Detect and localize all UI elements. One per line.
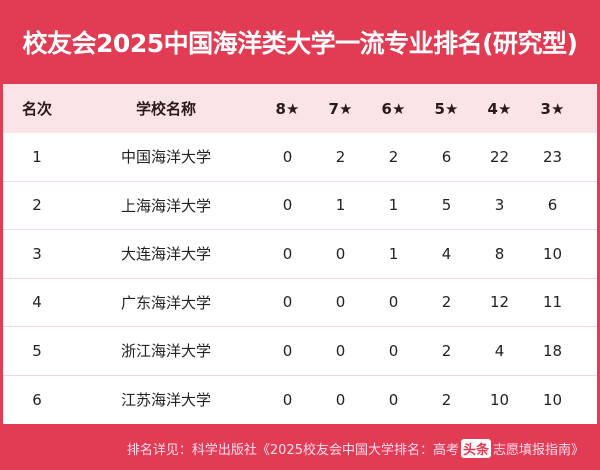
table-cell: 浙江海洋大学	[120, 342, 211, 361]
column-header: 3★	[540, 99, 565, 118]
table-cell: 0	[388, 293, 399, 312]
column-header: 名次	[21, 100, 52, 118]
table-cell: 0	[335, 244, 346, 263]
table-row: 2 上海海洋大学 0 1 1 5 3 6	[3, 182, 597, 230]
table-cell: 0	[282, 147, 293, 166]
column-header: 7★	[328, 99, 353, 118]
table-cell: 2	[441, 390, 452, 409]
table-cell: 6	[441, 147, 452, 166]
table-cell: 3	[494, 196, 505, 215]
table-cell: 0	[388, 390, 399, 409]
table-cell: 5	[32, 341, 42, 360]
footer-text: 排名详见：科学出版社《2025校友会中国大学排名：高考	[126, 442, 459, 458]
table-cell: 5	[441, 196, 452, 215]
table-cell: 大连海洋大学	[120, 245, 211, 264]
table-cell: 2	[441, 341, 452, 360]
footer-source: 排名详见：科学出版社《2025校友会中国大学排名：高考 头条 志愿填报指南》	[0, 426, 600, 470]
table-cell: 10	[542, 244, 563, 263]
table-cell: 4	[441, 244, 452, 263]
table-cell: 10	[489, 390, 510, 409]
table-cell: 6	[547, 196, 558, 215]
footer-text-tail: 志愿填报指南》	[492, 442, 584, 458]
column-header: 4★	[487, 99, 512, 118]
table-cell: 中国海洋大学	[120, 148, 211, 167]
column-header: 5★	[434, 99, 459, 118]
column-header: 8★	[275, 99, 300, 118]
table-cell: 0	[335, 390, 346, 409]
table-cell: 3	[32, 244, 42, 263]
table-cell: 0	[282, 341, 293, 360]
table-cell: 1	[388, 196, 399, 215]
table-cell: 8	[494, 244, 505, 263]
table-cell: 0	[282, 390, 293, 409]
table-header: 名次 学校名称 8★ 7★ 6★ 5★ 4★ 3★	[3, 84, 597, 133]
table-cell: 0	[335, 293, 346, 312]
column-header: 6★	[381, 99, 406, 118]
table-row: 3 大连海洋大学 0 0 1 4 8 10	[3, 230, 597, 279]
table-cell: 22	[489, 147, 510, 166]
table-cell: 1	[388, 244, 399, 263]
table-cell: 0	[282, 293, 293, 312]
table-cell: 6	[32, 390, 42, 409]
table-cell: 0	[282, 196, 293, 215]
table-cell: 12	[489, 293, 510, 312]
page-title: 校友会2025中国海洋类大学一流专业排名(研究型)	[22, 29, 578, 58]
watermark-logo: 头条	[460, 438, 491, 458]
table-cell: 4	[494, 341, 505, 360]
table-cell: 4	[32, 293, 42, 312]
table-cell: 2	[441, 293, 452, 312]
ranking-table: 名次 学校名称 8★ 7★ 6★ 5★ 4★ 3★ 1 中国海洋大学 0 2 2 6 22 23 2 上海海洋大…	[3, 84, 597, 424]
table-cell: 2	[32, 196, 42, 215]
table-row: 6 江苏海洋大学 0 0 0 2 10 10	[3, 376, 597, 425]
table-cell: 1	[335, 196, 346, 215]
table-row: 1 中国海洋大学 0 2 2 6 22 23	[3, 133, 597, 182]
table-cell: 2	[335, 147, 346, 166]
table-cell: 11	[542, 293, 563, 312]
table-cell: 广东海洋大学	[120, 293, 211, 312]
table-cell: 0	[388, 341, 399, 360]
table-cell: 上海海洋大学	[120, 196, 211, 215]
table-row: 5 浙江海洋大学 0 0 0 2 4 18	[3, 327, 597, 376]
table-cell: 18	[542, 341, 563, 360]
table-cell: 1	[32, 147, 42, 166]
table-cell: 10	[542, 390, 563, 409]
table-cell: 0	[335, 341, 346, 360]
table-cell: 2	[388, 147, 399, 166]
column-header: 学校名称	[135, 100, 196, 118]
table-row: 4 广东海洋大学 0 0 0 2 12 11	[3, 279, 597, 327]
table-cell: 0	[282, 244, 293, 263]
table-cell: 江苏海洋大学	[120, 391, 211, 410]
table-cell: 23	[542, 147, 563, 166]
